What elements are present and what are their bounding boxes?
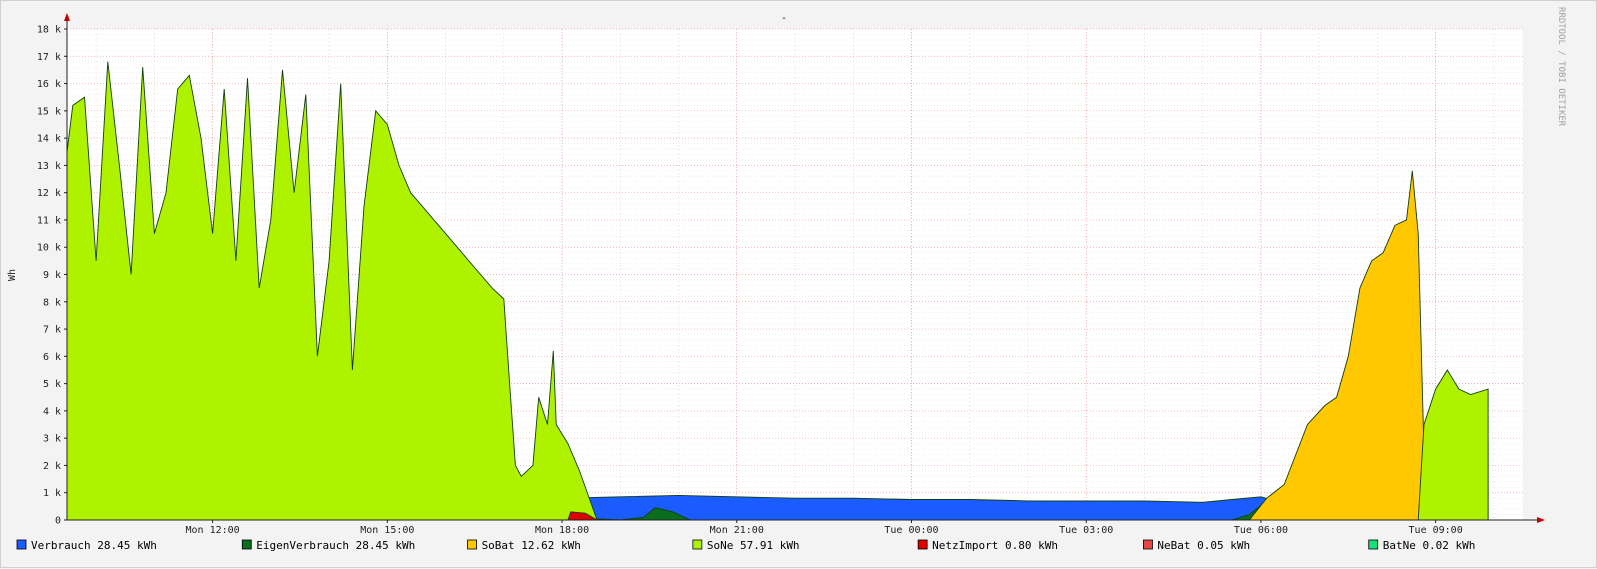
- grid-major: [67, 28, 1523, 520]
- legend-label: BatNe 0.02 kWh: [1383, 539, 1476, 552]
- legend-swatch: [692, 539, 703, 550]
- series-area-netzimport: [567, 511, 597, 520]
- y-tick-label: 16 k: [37, 79, 61, 90]
- y-tick-label: 1 k: [43, 488, 61, 499]
- y-tick-label: 15 k: [37, 106, 61, 117]
- y-axis-label: Wh: [7, 269, 18, 281]
- series-line-sone: [66, 61, 1489, 521]
- legend-label: SoBat 12.62 kWh: [482, 539, 581, 552]
- legend-swatch: [1368, 539, 1379, 550]
- x-tick-labels: Mon 12:00 Mon 15:00 Mon 18:00 Mon 21:00 Tue …: [186, 520, 1463, 536]
- y-tick-label: 3 k: [43, 434, 61, 445]
- axes: [64, 13, 1545, 523]
- legend-swatch: [917, 539, 928, 550]
- legend-label: NeBat 0.05 kWh: [1157, 539, 1250, 552]
- x-tick-label: Mon 15:00: [360, 525, 414, 536]
- legend-swatch: [241, 539, 252, 550]
- legend-label: Verbrauch 28.45 kWh: [31, 539, 157, 552]
- y-tick-label: 9 k: [43, 270, 61, 281]
- x-tick-label: Tue 09:00: [1409, 525, 1463, 536]
- series-area-verbrauch: [538, 495, 1276, 520]
- x-tick-label: Mon 18:00: [535, 525, 589, 536]
- y-tick-label: 6 k: [43, 352, 61, 363]
- x-tick-label: Tue 00:00: [884, 525, 938, 536]
- y-tick-label: 2 k: [43, 461, 61, 472]
- legend-swatch: [467, 539, 477, 550]
- y-tick-label: 11 k: [37, 215, 61, 226]
- y-tick-label: 7 k: [43, 325, 61, 336]
- legend-label: NetzImport 0.80 kWh: [932, 539, 1058, 552]
- y-tick-label: 10 k: [37, 243, 61, 254]
- x-tick-label: Mon 21:00: [710, 525, 764, 536]
- y-tick-label: 0: [55, 516, 61, 527]
- legend: Verbrauch 28.45 kWh EigenVerbrauch 28.45 …: [16, 539, 1476, 552]
- y-tick-label: 8 k: [43, 297, 61, 308]
- y-tick-label: 12 k: [37, 188, 61, 199]
- y-tick-label: 14 k: [37, 134, 61, 145]
- y-tick-label: 13 k: [37, 161, 61, 172]
- legend-label: EigenVerbrauch 28.45 kWh: [256, 539, 415, 552]
- legend-swatch: [16, 539, 27, 550]
- y-tick-label: 4 k: [43, 406, 61, 417]
- y-tick-label: 17 k: [37, 52, 61, 63]
- x-tick-label: Mon 12:00: [186, 525, 240, 536]
- y-tick-labels: 0 1 k 2 k 3 k 4 k 5 k 6 k 7 k 8 k 9 k 10 k 11 k 12 k…: [37, 25, 67, 527]
- legend-swatch: [1143, 539, 1153, 550]
- series-area-sobat: [538, 170, 1489, 521]
- y-axis-arrow: [64, 13, 70, 21]
- x-tick-label: Tue 06:00: [1234, 525, 1288, 536]
- y-tick-label: 5 k: [43, 379, 61, 390]
- chart-title: -: [781, 13, 787, 24]
- x-axis-arrow: [1537, 517, 1545, 523]
- series-line-netzimport: [567, 511, 598, 521]
- side-credit-text: RRDTOOL / TOBI OETIKER: [1556, 7, 1566, 127]
- legend-label: SoNe 57.91 kWh: [707, 539, 800, 552]
- series-line-verbrauch: [538, 494, 1276, 521]
- x-tick-label: Tue 03:00: [1059, 525, 1113, 536]
- series-area-sone: [67, 61, 1489, 520]
- y-tick-label: 18 k: [37, 25, 61, 36]
